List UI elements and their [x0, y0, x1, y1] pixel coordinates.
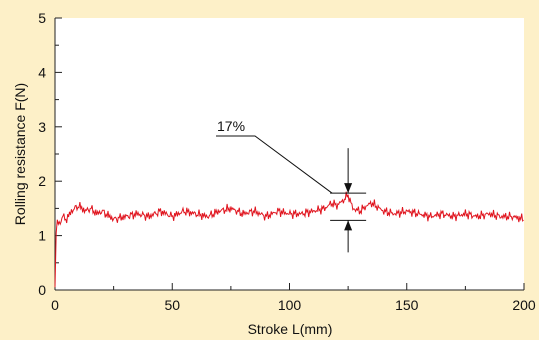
x-tick-label: 150 — [395, 297, 419, 313]
y-tick-label: 3 — [38, 119, 46, 135]
x-tick-label: 50 — [164, 297, 180, 313]
plot-area — [55, 18, 524, 290]
y-tick-label: 1 — [38, 228, 46, 244]
y-axis-label: Rolling resistance F(N) — [12, 83, 28, 225]
annotation-label: 17% — [217, 118, 245, 134]
x-tick-label: 200 — [512, 297, 536, 313]
x-axis-label: Stroke L(mm) — [248, 321, 333, 337]
data-series — [54, 191, 524, 288]
x-tick-label: 100 — [278, 297, 302, 313]
x-tick-label: 0 — [51, 297, 59, 313]
y-tick-label: 5 — [38, 10, 46, 26]
series-line — [54, 191, 524, 288]
annotation-17pct: 17% — [216, 118, 367, 253]
y-tick-label: 4 — [38, 64, 46, 80]
y-tick-label: 2 — [38, 173, 46, 189]
annotation-arrow-up — [344, 220, 353, 231]
x-axis: 0 50 100 150 200 — [51, 283, 536, 313]
y-axis: 0 1 2 3 4 5 — [38, 10, 62, 298]
annotation-arrow-down — [344, 183, 353, 194]
y-tick-label: 0 — [38, 282, 46, 298]
annotation-leader — [216, 135, 333, 194]
